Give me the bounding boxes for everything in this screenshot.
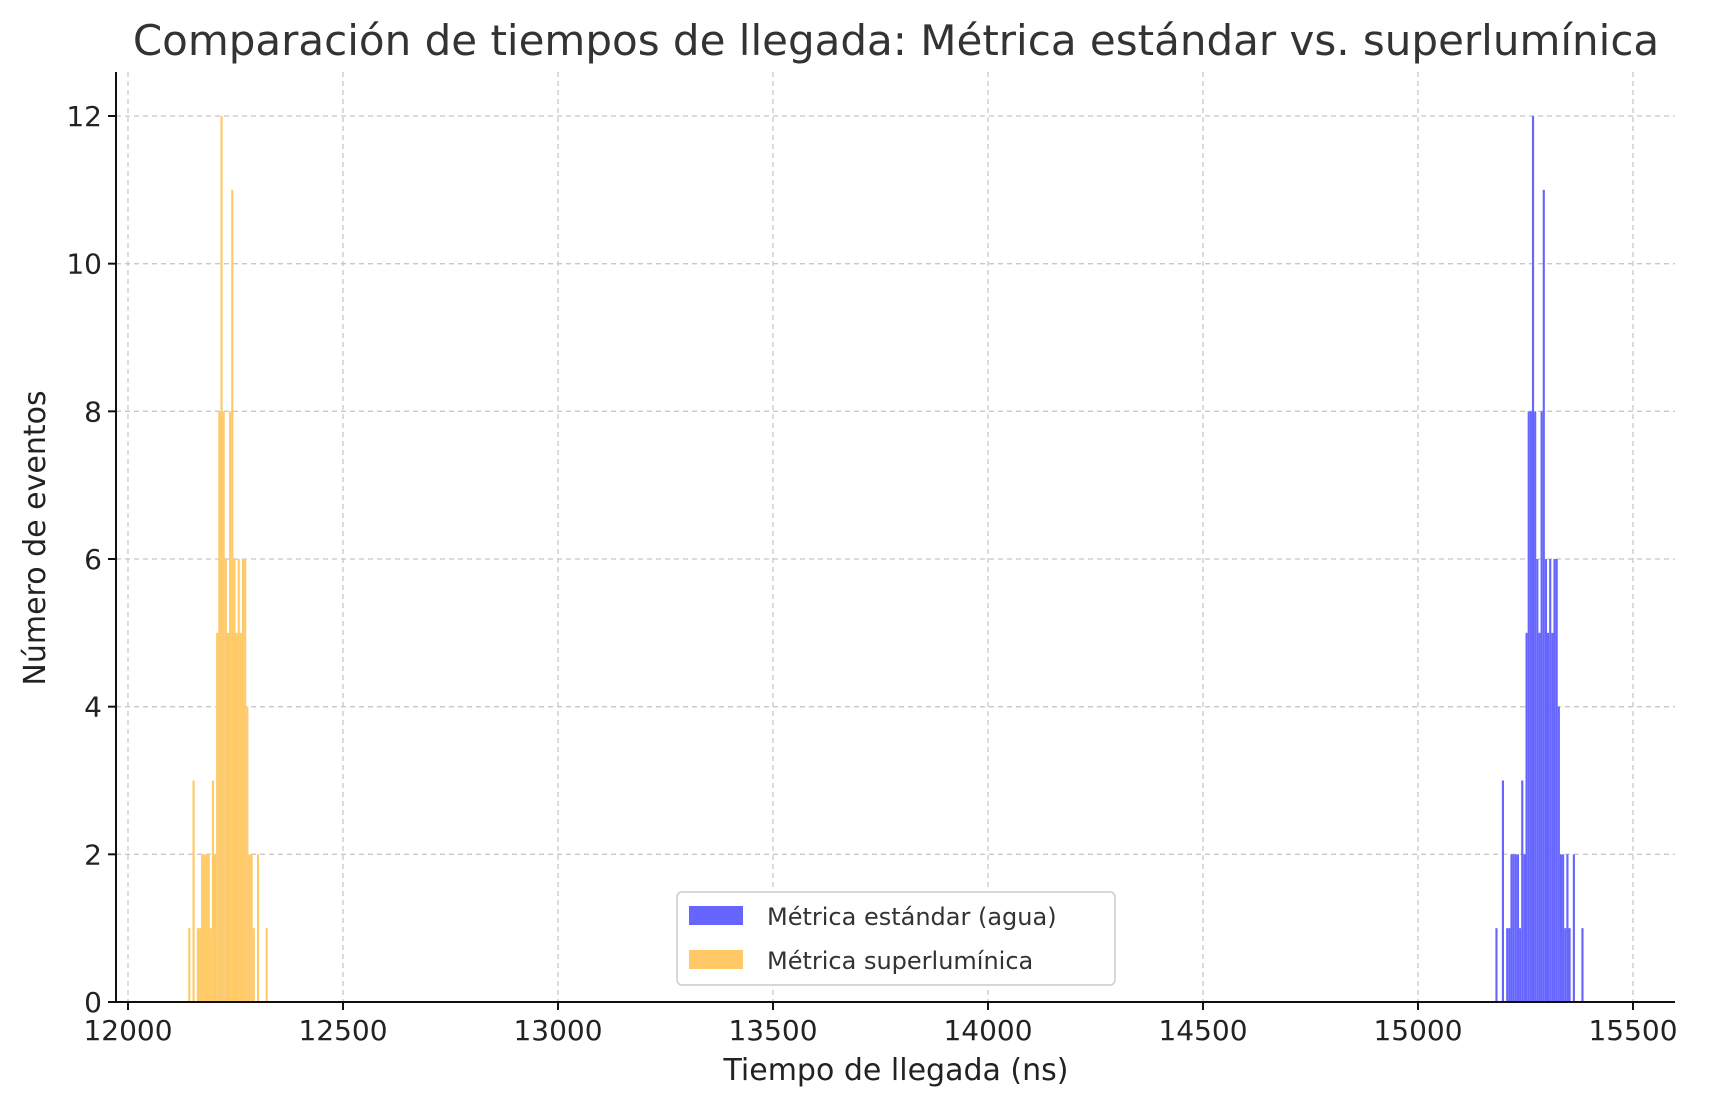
bar-superluminal <box>222 411 225 1002</box>
legend-label-superluminal: Métrica superlumínica <box>767 947 1033 975</box>
bar-superluminal <box>211 780 214 1002</box>
bar-superluminal <box>229 411 232 1002</box>
x-tick-label: 15500 <box>1588 1014 1677 1047</box>
bar-standard <box>1523 854 1526 1002</box>
bar-superluminal <box>226 632 230 1002</box>
bar-superluminal <box>224 559 227 1002</box>
bar-superluminal <box>231 189 234 1003</box>
bar-standard <box>1495 928 1498 1002</box>
y-tick-label: 8 <box>84 395 102 428</box>
grid-lines <box>116 72 1675 1002</box>
bar-superluminal <box>241 559 245 1002</box>
bar-standard <box>1553 559 1556 1002</box>
bar-standard <box>1542 189 1545 1003</box>
bar-standard <box>1536 559 1539 1002</box>
bar-standard <box>1547 632 1550 1002</box>
y-axis-label: Número de eventos <box>18 390 53 685</box>
bar-superluminal <box>246 706 249 1002</box>
bar-superluminal <box>248 854 251 1002</box>
tick-labels: 12000 12500 13000 13500 14000 14500 15000 15500… <box>66 100 1677 1047</box>
bar-superluminal <box>216 632 219 1002</box>
bar-standard <box>1516 854 1520 1002</box>
bar-standard <box>1534 411 1537 1002</box>
x-tick-label: 14000 <box>943 1014 1032 1047</box>
bar-superluminal <box>235 632 238 1002</box>
bar-superluminal <box>257 854 260 1002</box>
x-tick-label: 15000 <box>1373 1014 1462 1047</box>
bar-superluminal <box>198 928 202 1002</box>
bar-standard <box>1562 854 1565 1002</box>
y-tick-label: 6 <box>84 543 102 576</box>
x-tick-label: 14500 <box>1158 1014 1247 1047</box>
bar-standard <box>1519 928 1522 1002</box>
bar-standard <box>1566 854 1569 1002</box>
bar-superluminal <box>252 928 255 1002</box>
bar-standard <box>1555 559 1558 1002</box>
bar-superluminal <box>250 854 253 1002</box>
bar-superluminal <box>209 928 212 1002</box>
x-tick-label: 12000 <box>83 1014 172 1047</box>
y-tick-label: 2 <box>84 838 102 871</box>
bar-standard <box>1529 411 1532 1002</box>
legend-swatch-superluminal <box>689 950 743 969</box>
x-tick-label: 13000 <box>513 1014 602 1047</box>
bar-standard <box>1564 928 1567 1002</box>
bar-superluminal <box>233 559 236 1002</box>
bar-standard <box>1538 632 1541 1002</box>
bar-standard <box>1581 928 1584 1002</box>
histogram-bars <box>188 116 1584 1003</box>
bar-standard <box>1568 928 1571 1002</box>
bar-superluminal <box>218 411 221 1002</box>
bar-superluminal <box>203 854 206 1002</box>
bar-standard <box>1508 928 1511 1002</box>
bar-superluminal <box>201 854 204 1002</box>
bar-standard <box>1572 854 1575 1002</box>
bar-superluminal <box>239 632 242 1002</box>
bar-superluminal <box>207 854 210 1002</box>
bar-standard <box>1510 854 1513 1002</box>
x-axis-label: Tiempo de llegada (ns) <box>723 1053 1069 1088</box>
bar-standard <box>1525 632 1528 1002</box>
axes <box>115 72 1675 1003</box>
bar-superluminal <box>244 559 247 1002</box>
legend: Métrica estándar (agua) Métrica superlum… <box>676 891 1116 986</box>
x-tick-label: 13500 <box>728 1014 817 1047</box>
x-tick-label: 12500 <box>298 1014 387 1047</box>
bar-superluminal <box>214 854 217 1002</box>
y-tick-label: 4 <box>84 691 102 724</box>
bar-standard <box>1521 780 1524 1002</box>
legend-swatch-standard <box>689 906 743 925</box>
bar-superluminal <box>220 116 223 1002</box>
bar-standard <box>1540 411 1543 1002</box>
bar-standard <box>1527 411 1530 1002</box>
bar-superluminal <box>196 928 199 1002</box>
bar-superluminal <box>188 928 191 1002</box>
bar-standard <box>1506 928 1509 1002</box>
bar-standard <box>1514 854 1517 1002</box>
bar-standard <box>1551 632 1554 1002</box>
y-tick-label: 10 <box>66 248 102 281</box>
bar-superluminal <box>192 780 195 1002</box>
bar-standard <box>1557 706 1560 1002</box>
bar-standard <box>1512 854 1515 1002</box>
legend-box <box>676 891 1116 986</box>
legend-label-standard: Métrica estándar (agua) <box>767 903 1057 931</box>
bar-superluminal <box>205 854 208 1002</box>
bar-standard <box>1559 854 1563 1002</box>
bar-standard <box>1531 116 1535 1002</box>
bar-superluminal <box>265 928 268 1002</box>
chart-title: Comparación de tiempos de llegada: Métri… <box>133 16 1659 65</box>
bar-standard <box>1501 780 1504 1002</box>
y-tick-label: 0 <box>84 986 102 1019</box>
bar-superluminal <box>237 559 240 1002</box>
bar-standard <box>1544 559 1547 1002</box>
bar-standard <box>1549 559 1552 1002</box>
y-tick-label: 12 <box>66 100 102 133</box>
